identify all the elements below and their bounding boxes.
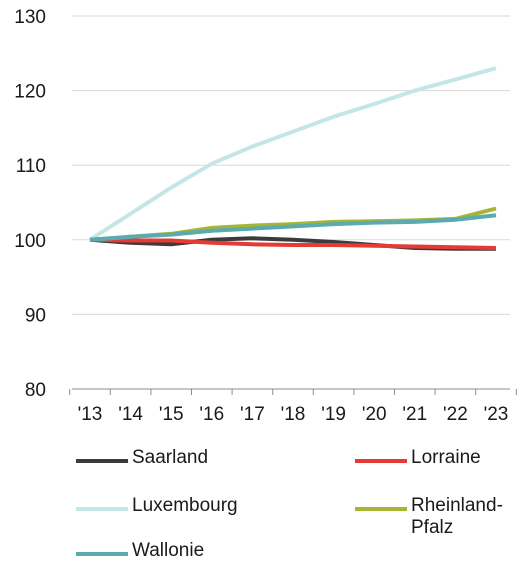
- y-tick-label: 90: [25, 305, 46, 326]
- series-line-wallonie: [89, 213, 497, 242]
- series-line-luxembourg: [88, 66, 497, 242]
- y-axis: 80 90 100 110 120 130: [14, 7, 46, 401]
- y-tick-label: 130: [14, 7, 46, 28]
- y-tick-label: 80: [25, 380, 46, 401]
- x-tick-label: '18: [281, 404, 306, 425]
- series-lines: [88, 66, 497, 251]
- series-line-lorraine: [89, 237, 497, 250]
- x-tick-label: '22: [443, 404, 468, 425]
- x-tick-label: '15: [159, 404, 184, 425]
- x-tick-label: '17: [240, 404, 265, 425]
- x-tick-label: '19: [321, 404, 346, 425]
- x-tick-label: '13: [78, 404, 103, 425]
- x-tick-label: '21: [402, 404, 427, 425]
- x-tick-label: '20: [362, 404, 387, 425]
- y-tick-label: 100: [14, 231, 46, 252]
- x-tick-label: '16: [199, 404, 224, 425]
- grid-lines: [72, 15, 510, 315]
- x-tick-label: '14: [118, 404, 143, 425]
- x-axis: '13 '14 '15 '16 '17 '18 '19 '20 '21 '22 '23: [69, 388, 517, 425]
- y-tick-label: 120: [14, 82, 46, 103]
- x-tick-label: '23: [484, 404, 509, 425]
- y-tick-label: 110: [16, 156, 46, 177]
